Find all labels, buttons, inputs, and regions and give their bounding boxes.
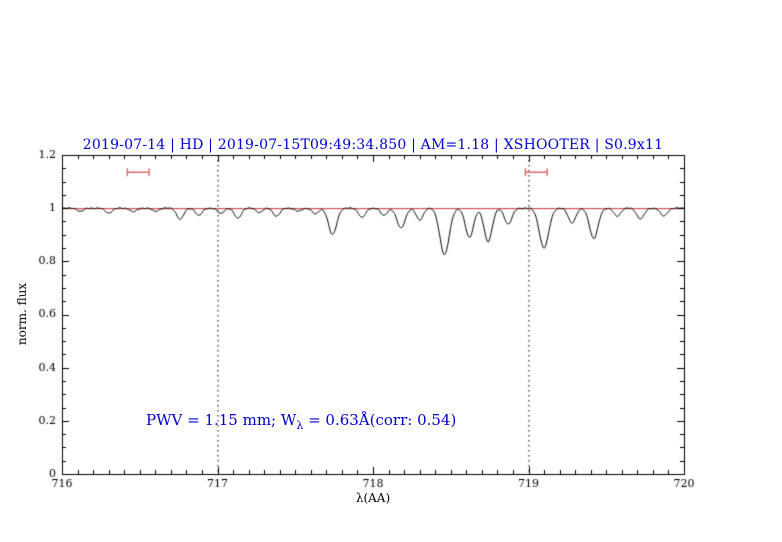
pwv-annotation: PWV = 1.15 mm; Wλ = 0.63Å(corr: 0.54): [146, 411, 456, 432]
plot-title: 2019-07-14 | HD | 2019-07-15T09:49:34.85…: [82, 137, 664, 153]
annotation-lambda-sub: λ: [296, 419, 304, 432]
annotation-prefix: PWV = 1.15 mm; W: [146, 411, 297, 429]
y-axis-label: norm. flux: [15, 282, 29, 346]
x-axis-label: λ(AA): [355, 491, 391, 505]
annotation-suffix: = 0.63Å(corr: 0.54): [303, 411, 457, 429]
